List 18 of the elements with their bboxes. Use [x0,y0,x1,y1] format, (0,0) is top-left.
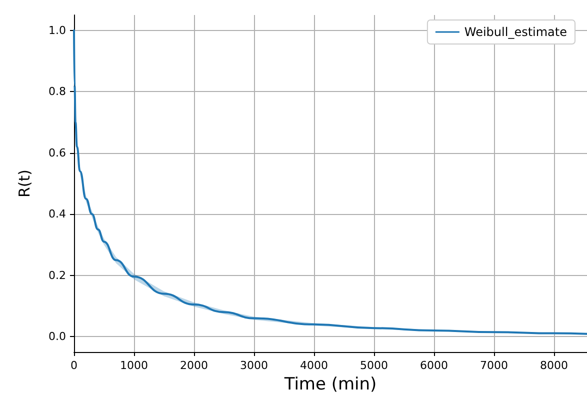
x-tick-label: 1000 [120,359,148,372]
y-tick-label: 0.8 [48,85,66,98]
y-tick-label: 1.0 [48,24,66,37]
x-tick-label: 6000 [420,359,448,372]
y-tick-label: 0.6 [48,146,66,160]
x-tick-label: 5000 [360,359,388,372]
x-tick-label: 4000 [300,359,328,372]
x-tick-label: 7000 [480,359,508,372]
y-tick-label: 0.0 [48,330,66,344]
y-axis-title: R(t) [16,169,34,198]
x-axis-title: Time (min) [283,374,377,394]
x-tick-label: 3000 [240,359,268,372]
y-tick-label: 0.4 [48,208,66,221]
x-tick-label: 0 [70,359,78,372]
y-tick-label: 0.2 [48,268,66,282]
x-tick-label: 8000 [540,359,568,372]
legend-label: Weibull_estimate [464,25,568,39]
x-tick-label: 2000 [180,359,208,372]
